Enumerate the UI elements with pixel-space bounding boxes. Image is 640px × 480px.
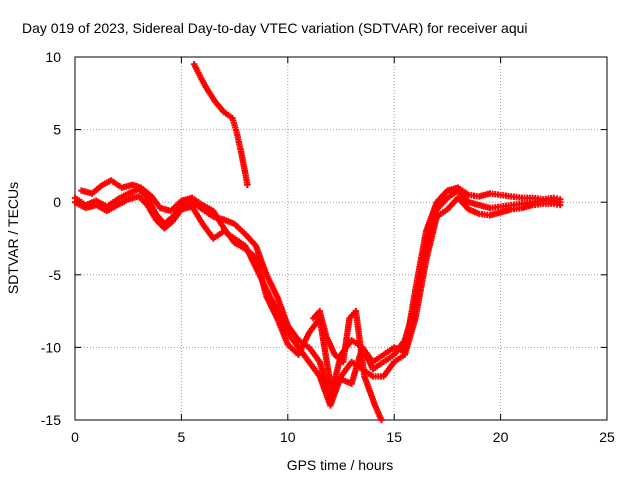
x-tick-label: 20 — [493, 429, 509, 445]
series-1 — [71, 193, 564, 409]
y-tick-label: -10 — [41, 339, 61, 355]
series-2 — [78, 177, 564, 387]
tick-marks — [74, 56, 608, 421]
x-axis-label: GPS time / hours — [287, 457, 394, 473]
grid — [75, 57, 607, 420]
y-tick-label: -15 — [41, 412, 61, 428]
chart-title: Day 019 of 2023, Sidereal Day-to-day VTE… — [22, 20, 528, 36]
data-point — [556, 196, 564, 203]
y-tick-label: -5 — [49, 267, 62, 283]
y-tick-label: 10 — [45, 49, 61, 65]
y-axis-label: SDTVAR / TECUs — [5, 182, 21, 294]
data-point — [244, 181, 251, 188]
data-point — [556, 201, 564, 209]
x-tick-label: 25 — [599, 429, 615, 445]
data-layer — [71, 61, 564, 424]
x-tick-label: 0 — [71, 429, 79, 445]
series-3 — [190, 61, 251, 188]
tick-labels: 0 5 10 15 20 25 10 5 0 -5 -10 -15 — [41, 49, 615, 445]
x-tick-label: 15 — [386, 429, 402, 445]
plot-frame — [74, 56, 608, 421]
series-4 — [310, 307, 385, 424]
y-tick-label: 5 — [53, 122, 61, 138]
x-tick-label: 5 — [178, 429, 186, 445]
data-point — [378, 416, 385, 424]
x-tick-label: 10 — [280, 429, 296, 445]
y-tick-label: 0 — [53, 194, 61, 210]
